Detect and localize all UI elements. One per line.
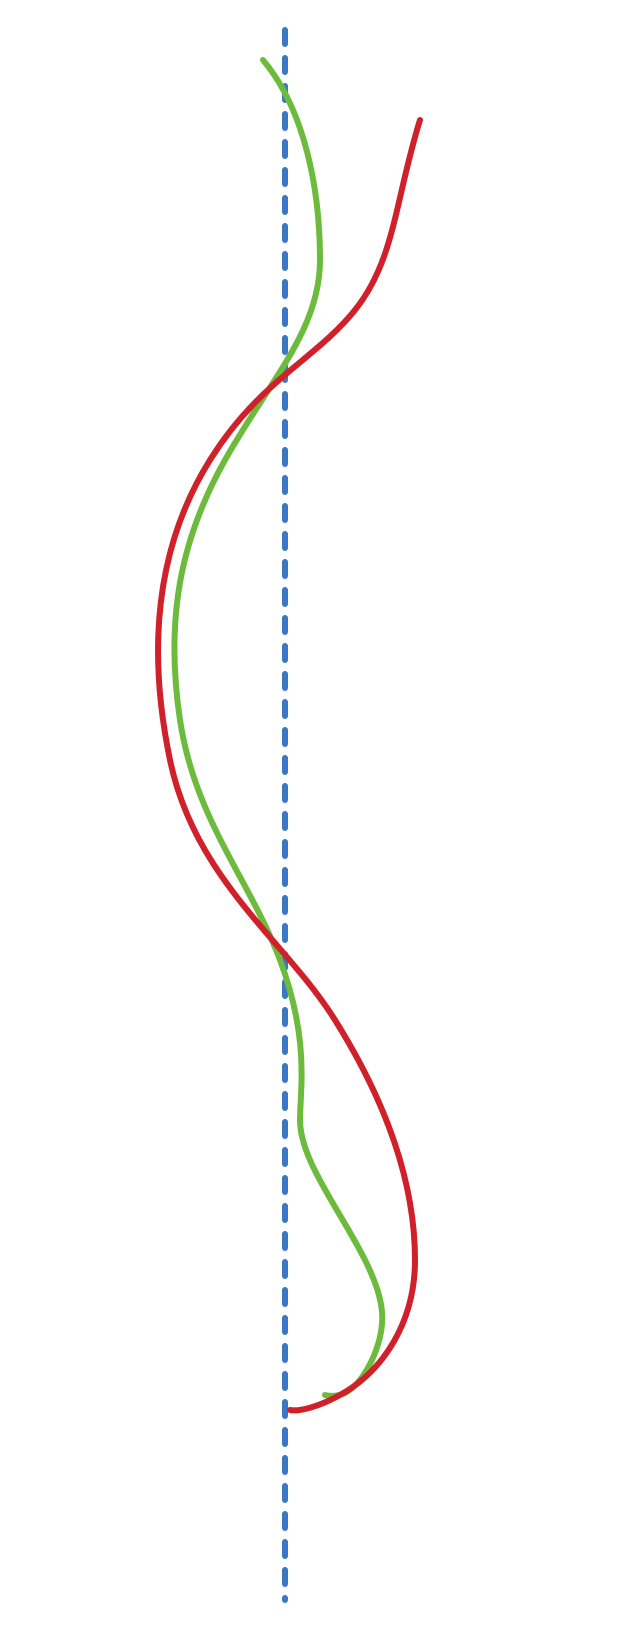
green-curve [174, 60, 382, 1396]
red-curve [158, 120, 420, 1410]
curve-diagram [0, 0, 625, 1630]
